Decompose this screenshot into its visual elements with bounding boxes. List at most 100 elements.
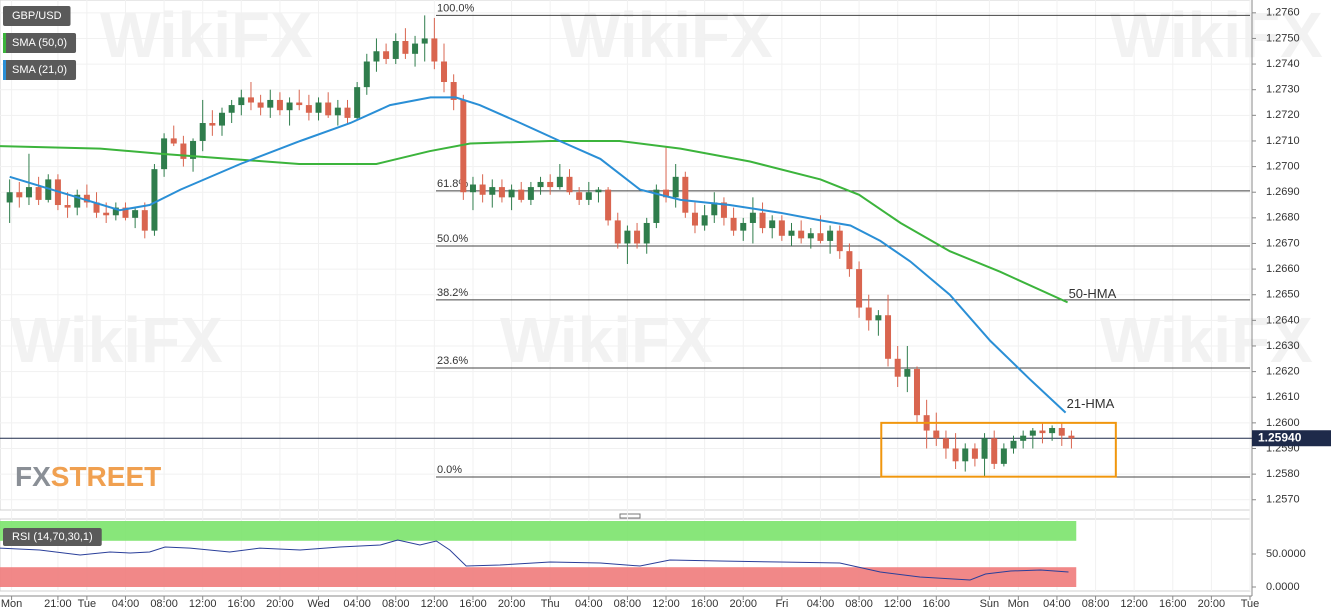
candle-body [720, 202, 727, 218]
panel-splitter [619, 513, 641, 519]
candle-body [228, 105, 235, 113]
logo-part: STREET [51, 461, 161, 492]
candle-body [653, 189, 660, 223]
candle-body [991, 438, 998, 464]
legend-chip[interactable]: GBP/USD [3, 6, 71, 26]
candle-body [286, 102, 293, 111]
rsi-y-tick-label: 0.0000 [1266, 581, 1300, 593]
x-tick-label: 20:00 [266, 598, 294, 610]
x-tick-label: Mon [1008, 598, 1029, 610]
fib-label: 0.0% [437, 464, 462, 476]
y-tick-label: 1.2650 [1266, 289, 1300, 301]
x-tick-label: 12:00 [884, 598, 912, 610]
candle-body [711, 202, 718, 216]
candle-body [566, 176, 573, 193]
candle-body [788, 230, 795, 236]
candle-body [913, 369, 920, 416]
x-tick-label: 08:00 [150, 598, 178, 610]
candle-body [489, 187, 496, 195]
candle-body [933, 430, 940, 439]
candle-body [35, 187, 42, 200]
x-tick-label: 12:00 [1120, 598, 1148, 610]
candle-body [296, 102, 303, 106]
candle-body [701, 215, 708, 226]
rsi-chip[interactable]: RSI (14,70,30,1) [3, 528, 102, 546]
candle-body [45, 179, 52, 200]
x-tick-label: Fri [775, 598, 788, 610]
x-tick-label: 16:00 [923, 598, 951, 610]
candle-body [257, 102, 264, 108]
chip-bg [3, 33, 77, 53]
candle-body [1010, 440, 1017, 449]
x-tick-label: 16:00 [459, 598, 487, 610]
watermark: WikiFX [500, 304, 713, 376]
candle-body [315, 102, 322, 113]
x-tick-label: 04:00 [575, 598, 603, 610]
candle-body [952, 448, 959, 462]
x-tick-label: 08:00 [382, 598, 410, 610]
y-tick-label: 1.2580 [1266, 468, 1300, 480]
y-tick-label: 1.2620 [1266, 366, 1300, 378]
candle-body [508, 189, 515, 198]
watermark: WikiFX [1100, 304, 1313, 376]
candle-body [817, 233, 824, 241]
candle-body [518, 189, 525, 200]
y-tick-label: 1.2730 [1266, 84, 1300, 96]
candle-body [605, 189, 612, 221]
candle-body [730, 217, 737, 231]
x-tick-label: Thu [541, 598, 560, 610]
y-tick-label: 1.2750 [1266, 32, 1300, 44]
watermark: WikiFX [100, 0, 313, 71]
candle-body [325, 102, 332, 116]
candle-body [344, 107, 351, 118]
x-tick-label: Tue [1241, 598, 1260, 610]
candle-body [276, 99, 283, 111]
candle-body [334, 107, 341, 116]
candle-body [643, 222, 650, 244]
ma-line [0, 140, 1069, 304]
candle-body [1058, 427, 1065, 436]
legend-chip[interactable]: SMA (50,0) [3, 33, 77, 53]
candle-body [682, 176, 689, 213]
x-tick-label: 12:00 [189, 598, 217, 610]
candle-body [759, 212, 766, 229]
logo: FXSTREET [15, 461, 161, 492]
chip-swatch [3, 60, 6, 80]
x-tick-label: 08:00 [614, 598, 642, 610]
chip-bg [3, 60, 77, 80]
logo-part: FX [15, 461, 51, 492]
candle-body [180, 143, 187, 159]
candle-body [971, 448, 978, 459]
x-tick-label: 20:00 [729, 598, 757, 610]
candle-body [807, 233, 814, 239]
x-tick-label: 04:00 [807, 598, 835, 610]
candle-body [441, 61, 448, 83]
fib-label: 23.6% [437, 355, 468, 367]
x-tick-label: Wed [307, 598, 329, 610]
candle-body [151, 169, 158, 231]
y-tick-label: 1.2710 [1266, 135, 1300, 147]
candle-body [614, 220, 621, 244]
range-box [880, 421, 1117, 478]
x-tick-label: 12:00 [652, 598, 680, 610]
chip-label: SMA (50,0) [12, 37, 67, 49]
chip-swatch [3, 33, 6, 53]
x-tick-label: 04:00 [1043, 598, 1071, 610]
legend-chip[interactable]: SMA (21,0) [3, 60, 77, 80]
chip-label: GBP/USD [12, 10, 62, 22]
candle-body [247, 97, 254, 103]
candle-body [885, 315, 892, 359]
x-tick-label: 21:00 [44, 598, 72, 610]
x-tick-label: 04:00 [112, 598, 140, 610]
candle-body [373, 51, 380, 62]
rsi-overbought-zone [0, 521, 1077, 541]
candle-body [875, 315, 882, 321]
candle-body [103, 212, 110, 216]
candle-body [122, 207, 129, 218]
candle-body [663, 189, 670, 198]
fib-label: 50.0% [437, 233, 468, 245]
candle-body [527, 187, 534, 200]
x-tick-label: 20:00 [1198, 598, 1226, 610]
candle-body [798, 230, 805, 239]
y-tick-label: 1.2660 [1266, 263, 1300, 275]
